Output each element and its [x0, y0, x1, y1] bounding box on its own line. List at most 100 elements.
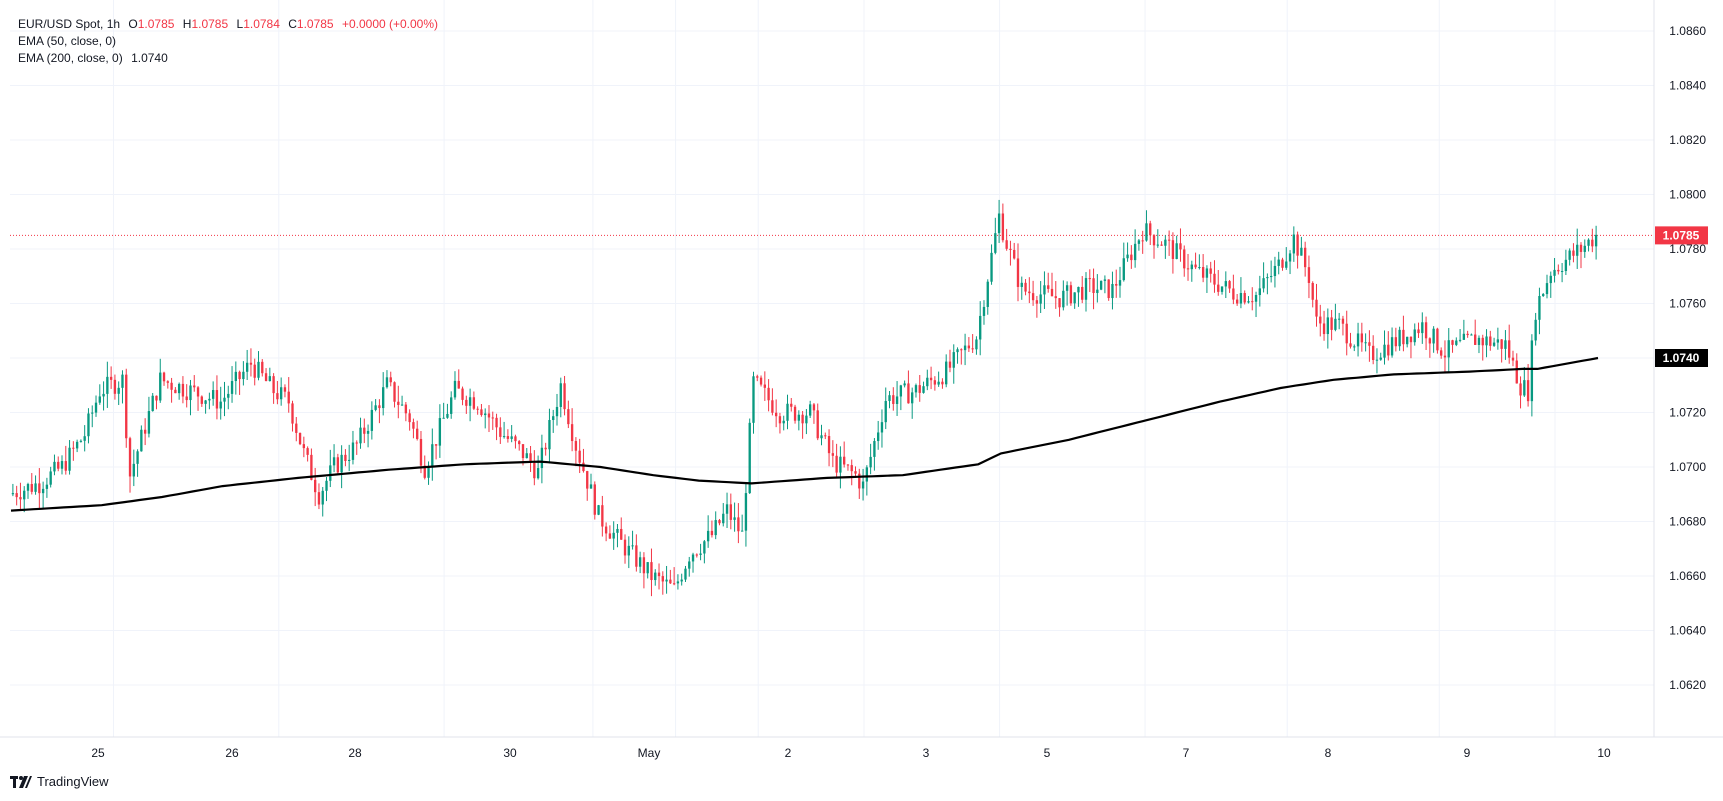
candle-body — [200, 396, 203, 404]
candle-body — [654, 572, 657, 581]
tradingview-brand[interactable]: TradingView — [10, 774, 109, 789]
candle-body — [400, 404, 404, 406]
candle-body — [49, 471, 52, 485]
x-tick-label: 28 — [348, 746, 362, 760]
candle-body — [737, 517, 740, 532]
candle-body — [117, 387, 120, 394]
candle-body — [1523, 380, 1526, 396]
candle-body — [1073, 292, 1076, 304]
candle-body — [242, 371, 245, 380]
candle-body — [808, 404, 812, 416]
candle-body — [1099, 280, 1103, 290]
candle-body — [559, 383, 562, 407]
candlesticks — [11, 199, 1598, 597]
candle-body — [540, 447, 544, 469]
candle-body — [465, 399, 468, 406]
candle-body — [480, 409, 483, 416]
candle-body — [1190, 264, 1193, 270]
candle-body — [1303, 247, 1307, 268]
candle-body — [827, 436, 831, 454]
ema-200-line — [10, 356, 1599, 512]
candle-body — [359, 427, 362, 444]
candle-body — [1530, 340, 1534, 402]
candle-body — [1107, 279, 1110, 299]
ema200-value: 1.0740 — [131, 51, 168, 65]
candle-body — [1364, 342, 1367, 344]
candle-body — [1145, 223, 1148, 241]
candle-body — [1020, 282, 1023, 287]
symbol-label[interactable]: EUR/USD Spot, 1h — [18, 17, 121, 31]
candle-body — [336, 457, 340, 473]
candle-body — [109, 376, 113, 380]
candle-body — [502, 436, 506, 438]
candle-body — [1194, 264, 1197, 268]
candle-body — [397, 401, 400, 405]
chart-legend: EUR/USD Spot, 1h O1.0785 H1.0785 L1.0784… — [18, 16, 438, 67]
candle-body — [476, 408, 479, 410]
candle-body — [1047, 285, 1050, 289]
candle-body — [162, 372, 166, 382]
candle-body — [638, 557, 642, 567]
candle-body — [385, 377, 389, 388]
ema200-label[interactable]: EMA (200, close, 0) — [18, 51, 123, 65]
candle-body — [1387, 344, 1390, 356]
candle-body — [1375, 359, 1379, 361]
candle-body — [382, 387, 385, 409]
candle-body — [41, 488, 45, 494]
candle-body — [230, 381, 234, 394]
candle-body — [204, 400, 207, 404]
candle-body — [1277, 259, 1280, 266]
x-tick-label: 30 — [503, 746, 517, 760]
candle-body — [257, 361, 260, 378]
candle-body — [261, 361, 264, 374]
candle-body — [850, 465, 853, 472]
ema200-badge-label: 1.0740 — [1663, 351, 1700, 365]
candle-body — [688, 561, 691, 569]
candle-body — [1372, 345, 1375, 361]
x-tick-label: 5 — [1044, 746, 1051, 760]
time-axis[interactable]: 25 26 28 30 May 2 3 5 7 8 9 10 — [91, 746, 1611, 760]
candle-body — [1485, 336, 1488, 346]
candle-body — [427, 466, 430, 478]
ema50-label[interactable]: EMA (50, close, 0) — [18, 34, 117, 48]
candle-body — [196, 387, 200, 397]
candle-body — [759, 377, 763, 385]
candle-body — [1443, 355, 1447, 358]
candle-body — [1360, 333, 1364, 343]
candle-body — [453, 380, 457, 398]
candle-body — [1081, 286, 1084, 300]
candle-body — [873, 441, 876, 457]
close-label: C — [288, 17, 297, 31]
candle-body — [1092, 278, 1095, 294]
candle-body — [419, 438, 423, 466]
candle-body — [223, 397, 226, 402]
candle-body — [1515, 360, 1518, 384]
candle-body — [952, 352, 955, 368]
candle-body — [170, 382, 173, 390]
candle-body — [1334, 318, 1337, 330]
candle-body — [1232, 288, 1235, 300]
candle-body — [1330, 317, 1333, 330]
candle-body — [314, 479, 317, 493]
candle-body — [174, 389, 177, 394]
brand-name: TradingView — [37, 774, 109, 789]
candle-body — [185, 396, 188, 401]
candle-body — [793, 406, 797, 421]
candle-body — [1243, 293, 1246, 303]
candle-body — [11, 493, 15, 495]
candle-body — [620, 528, 623, 540]
candle-body — [661, 576, 664, 582]
candle-body — [907, 383, 910, 404]
candle-body — [295, 423, 298, 433]
candle-body — [1141, 240, 1144, 242]
candle-body — [518, 441, 521, 445]
candle-body — [1549, 275, 1552, 284]
candle-body — [1424, 322, 1428, 339]
candle-body — [960, 349, 963, 351]
candle-body — [1379, 357, 1382, 360]
candle-body — [506, 436, 510, 439]
candle-body — [1024, 282, 1027, 292]
candle-body — [514, 436, 517, 442]
y-tick-label: 1.0840 — [1669, 79, 1706, 93]
